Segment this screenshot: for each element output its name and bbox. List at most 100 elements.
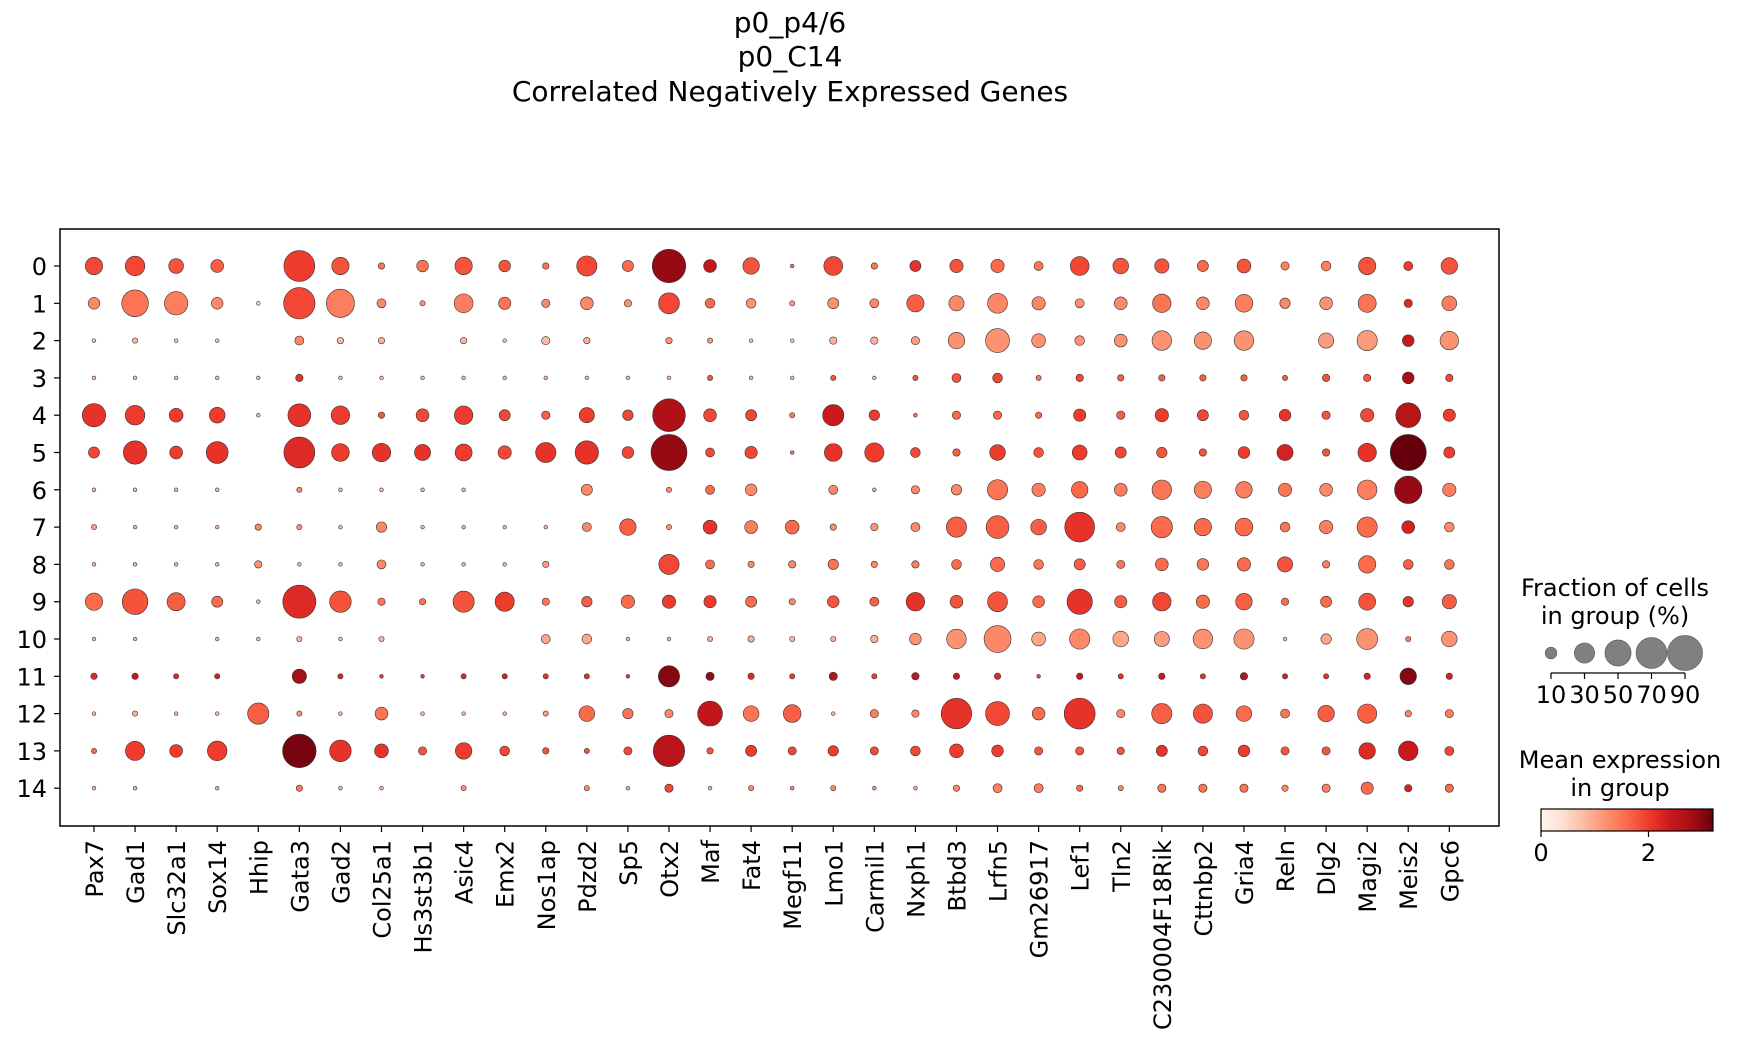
dot [168,407,184,423]
dot [830,785,837,792]
x-tick-label: Asic4 [451,840,479,904]
dot [166,592,186,612]
dot [1281,784,1289,792]
dot [1198,448,1207,457]
dot [1116,410,1126,420]
dot [377,597,386,606]
x-tick-label: Nos1ap [533,840,561,930]
dot [207,740,228,761]
dot [745,595,757,608]
dot [1193,480,1212,499]
dot [173,562,179,567]
dot [664,709,674,719]
dot [379,375,384,381]
dot [1192,703,1213,724]
dot [338,562,343,567]
dot [822,404,845,427]
x-tick-label: Hs3st3b1 [410,840,438,954]
y-tick-label: 10 [16,626,47,654]
dot [1281,597,1290,606]
dot [296,636,303,642]
chart-title-line-1: p0_p4/6 [733,6,847,39]
dot [828,671,838,681]
dot [1234,294,1254,313]
dot [1280,708,1290,719]
dot [1441,594,1457,610]
dot [376,559,387,570]
dot [541,410,551,420]
dot [132,337,138,344]
dot [1322,448,1331,457]
dot [1152,293,1172,313]
y-tick-label: 0 [32,253,47,281]
dot [461,711,466,716]
dot [283,250,316,282]
dot [329,590,352,613]
dot [652,398,686,432]
dot [662,594,676,609]
dot [85,592,103,611]
dot [338,524,343,530]
dot [1156,446,1168,459]
x-tick-label: Reln [1272,840,1300,892]
dot [376,298,387,309]
dot [295,784,303,792]
dot [542,262,550,270]
dot [1154,258,1170,274]
dot [910,336,920,346]
dot [282,584,317,619]
dot [583,673,590,680]
dot [331,443,350,462]
dot [254,523,262,531]
x-tick-label: Nxph1 [902,840,930,918]
dot [1278,409,1292,422]
dot [789,412,796,419]
dot [1236,557,1251,572]
dot [256,636,261,642]
dot [987,479,1008,501]
dot [125,740,145,761]
dot [744,520,758,534]
dot [173,673,180,680]
dot [173,711,179,716]
dot [1157,783,1167,793]
dot [871,673,878,680]
dot [1071,444,1088,461]
dot [983,625,1012,653]
x-tick-label: Maf [697,839,725,883]
y-tick-label: 12 [16,701,47,729]
dot [622,708,634,720]
dot [1402,596,1414,608]
color-legend-title-line-1: Mean expression [1518,746,1722,774]
dot [455,742,473,760]
dot [952,448,961,457]
dot [742,257,760,275]
dot [91,524,97,531]
dot [329,739,352,762]
dot [1116,746,1125,755]
dot [1389,434,1427,471]
dot [913,786,918,791]
dot [121,289,149,317]
dot [1075,746,1085,756]
dot [823,256,843,276]
dot [748,338,754,343]
dot [951,373,962,383]
dot [576,255,598,277]
dot [952,672,960,680]
dot [1155,745,1168,757]
x-tick-label: Emx2 [492,840,520,908]
dot [1319,483,1333,497]
dot [913,413,918,418]
dot [905,592,925,612]
y-tick-label: 8 [32,551,47,579]
x-tick-label: Carmil1 [861,840,889,933]
dot [420,711,425,716]
dot [705,671,715,681]
dot [1151,703,1173,725]
size-legend-dot [1604,639,1632,667]
y-tick-label: 5 [32,440,47,468]
dot [1033,783,1044,794]
dot [1117,374,1125,382]
size-legend-title-line-1: Fraction of cells [1521,574,1709,602]
